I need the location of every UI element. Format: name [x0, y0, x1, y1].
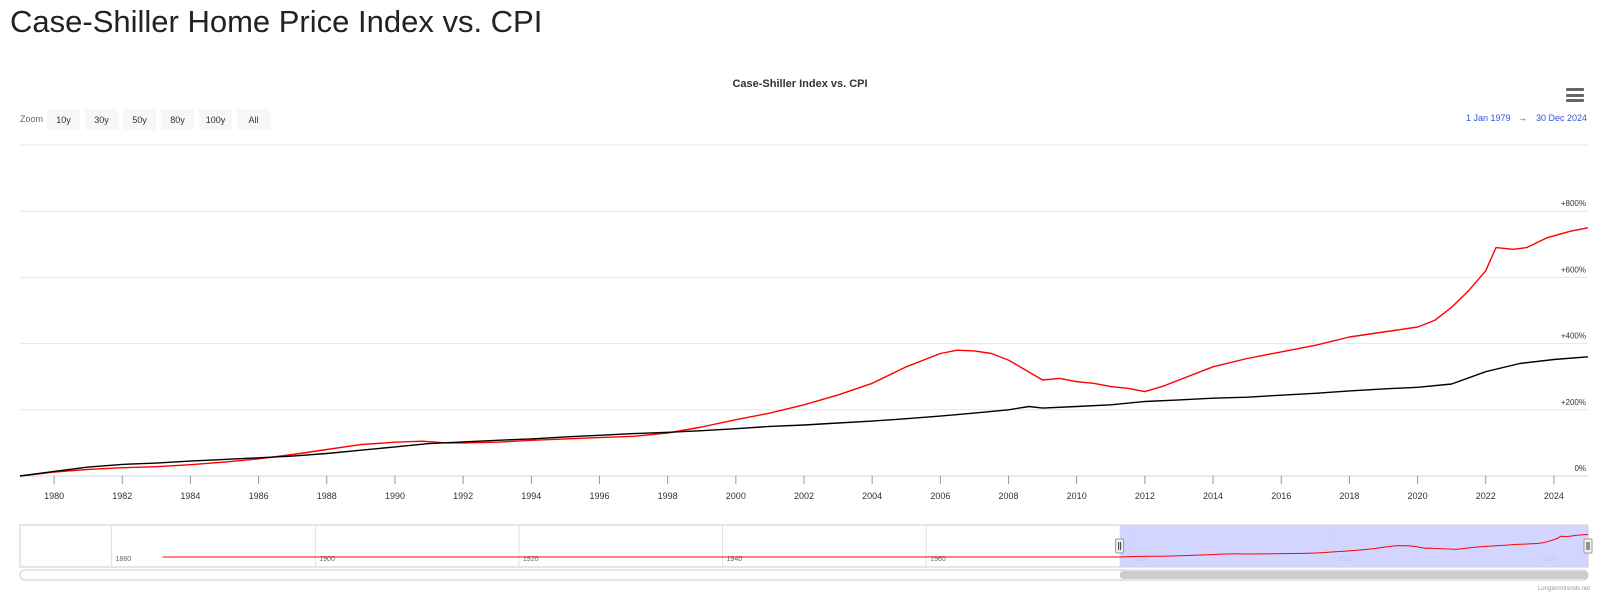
x-tick-label: 2010 — [1067, 491, 1087, 501]
zoom-50y-button[interactable]: 50y — [123, 109, 156, 130]
range-to-input[interactable]: 30 Dec 2024 — [1536, 113, 1588, 123]
x-tick-label: 2012 — [1135, 491, 1155, 501]
range-arrow-icon: → — [1518, 113, 1527, 123]
navigator-tick-label: 1900 — [319, 556, 335, 563]
navigator-tick-label: 1960 — [930, 556, 946, 563]
x-tick-label: 1992 — [453, 491, 473, 501]
navigator-selection[interactable] — [1119, 525, 1588, 567]
page-title: Case-Shiller Home Price Index vs. CPI — [10, 4, 543, 39]
handle-grip — [1115, 538, 1125, 554]
x-tick-label: 2006 — [930, 491, 950, 501]
x-tick-label: 2022 — [1476, 491, 1496, 501]
zoom-100y-button[interactable]: 100y — [199, 109, 232, 130]
zoom-30y-button[interactable]: 30y — [85, 109, 118, 130]
x-tick-label: 2014 — [1203, 491, 1223, 501]
y-tick-label: +200% — [1561, 398, 1586, 407]
x-tick-label: 2016 — [1271, 491, 1291, 501]
x-tick-label: 1998 — [658, 491, 678, 501]
handle-grip — [1583, 538, 1593, 554]
navigator-left-handle[interactable] — [1115, 538, 1125, 554]
case-shiller-series-line — [19, 227, 1589, 477]
x-tick-label: 2008 — [999, 491, 1019, 501]
navigator-right-handle[interactable] — [1583, 538, 1593, 554]
cpi-series-line — [19, 356, 1589, 477]
navigator-tick-label: 1920 — [523, 556, 539, 563]
scrollbar-thumb[interactable] — [1119, 571, 1588, 579]
x-tick-label: 1982 — [112, 491, 132, 501]
x-tick-label: 1980 — [44, 491, 64, 501]
x-tick-label: 2024 — [1544, 491, 1564, 501]
x-tick-label: 2020 — [1408, 491, 1428, 501]
y-tick-label: 0% — [1574, 464, 1586, 473]
x-tick-label: 1986 — [249, 491, 269, 501]
x-tick-label: 1988 — [317, 491, 337, 501]
zoom-10y-button[interactable]: 10y — [47, 109, 80, 130]
zoom-label: Zoom — [20, 114, 44, 124]
credit-text: Longtermtrends.net — [1537, 586, 1590, 592]
y-tick-label: +800% — [1561, 199, 1586, 208]
x-tick-label: 1984 — [180, 491, 200, 501]
x-tick-label: 1994 — [521, 491, 541, 501]
x-tick-label: 2002 — [794, 491, 814, 501]
navigator-tick-label: 1940 — [727, 556, 743, 563]
x-tick-label: 2000 — [726, 491, 746, 501]
x-tick-label: 1990 — [385, 491, 405, 501]
y-tick-label: +600% — [1561, 265, 1586, 274]
x-tick-label: 1996 — [589, 491, 609, 501]
zoom-80y-button[interactable]: 80y — [161, 109, 194, 130]
navigator-series-line — [162, 534, 1589, 558]
navigator-tick-label: 1880 — [116, 556, 132, 563]
x-tick-label: 2004 — [862, 491, 882, 501]
x-tick-label: 2018 — [1339, 491, 1359, 501]
chart-title: Case-Shiller Index vs. CPI — [732, 78, 868, 90]
y-tick-label: +400% — [1561, 332, 1586, 341]
zoom-all-button[interactable]: All — [237, 109, 270, 130]
hamburger-menu-icon[interactable] — [1566, 88, 1584, 102]
range-from-input[interactable]: 1 Jan 1979 — [1466, 113, 1511, 123]
